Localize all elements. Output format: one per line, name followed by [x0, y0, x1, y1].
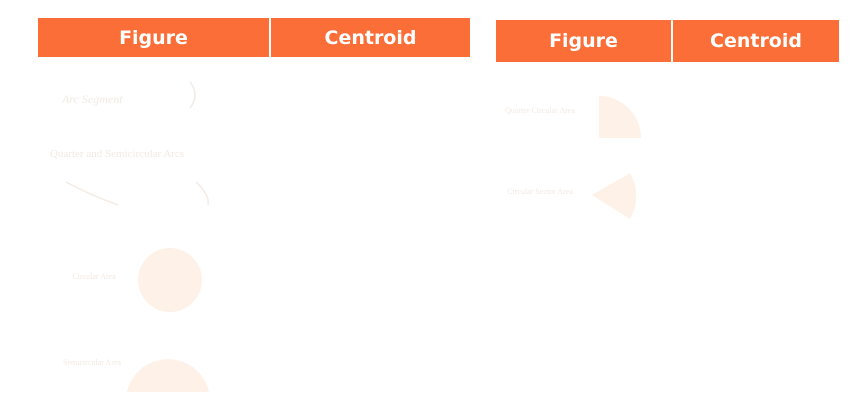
quarter-circular-area-shape — [599, 96, 641, 138]
semicircular-area-label: Semicircular Area — [63, 358, 121, 367]
centroid-column-header: Centroid — [271, 18, 470, 57]
centroid-column-header: Centroid — [673, 20, 839, 62]
right-centroid-table: Figure Centroid — [496, 20, 839, 62]
figure-column-header: Figure — [38, 18, 269, 57]
circular-sector-area-label: Circular Sector Area — [507, 187, 573, 196]
semicircular-area-shape — [127, 359, 209, 392]
arc-segment-label: Arc Segment — [62, 92, 123, 106]
figure-column-header: Figure — [496, 20, 671, 62]
circular-sector-area-shape — [592, 173, 637, 219]
quarter-circular-area-label: Quarter Circular Area — [505, 106, 575, 115]
circular-area-shape — [138, 248, 202, 312]
quarter-arc-sketch — [65, 181, 119, 206]
semicircular-arc-sketch — [195, 181, 209, 206]
left-centroid-table: Figure Centroid — [38, 18, 470, 57]
quarter-semicircular-arcs-label: Quarter and Semicircular Arcs — [50, 148, 185, 160]
circular-area-label: Circular Area — [72, 272, 116, 281]
arc-segment-sketch — [189, 81, 196, 109]
